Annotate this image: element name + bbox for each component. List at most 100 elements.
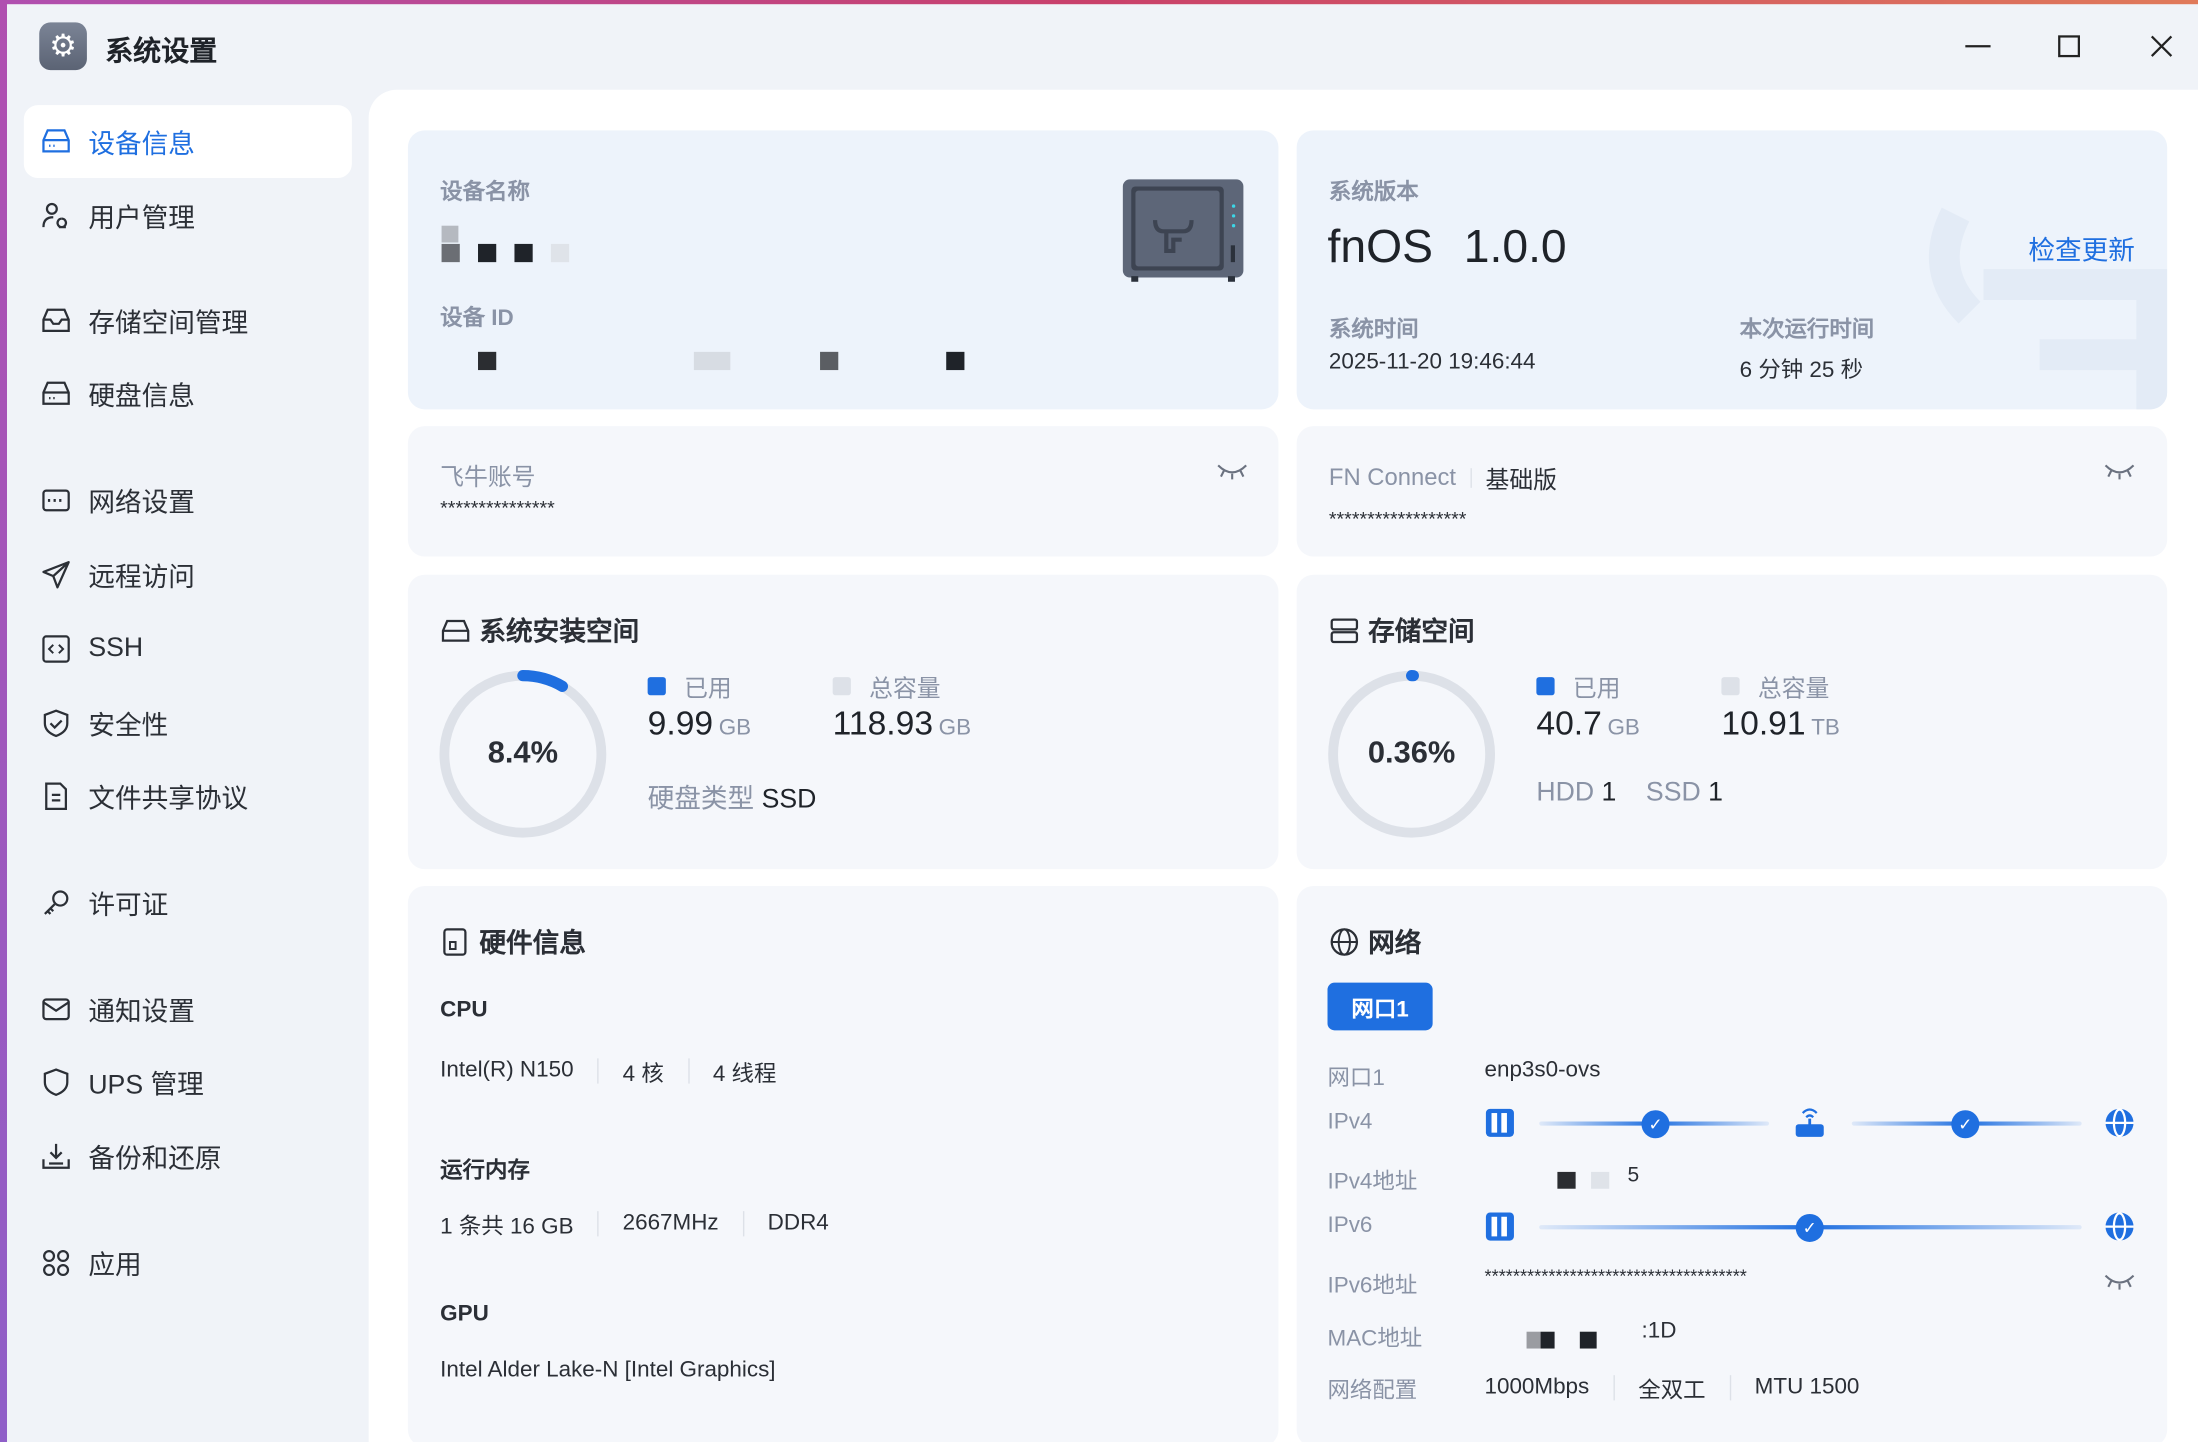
account-label: 飞牛账号 [440,463,536,491]
globe-icon [1330,927,1359,956]
sidebar-item-label: 文件共享协议 [88,784,249,814]
sidebar-item-4[interactable]: 硬盘信息 [24,357,352,430]
port-value: enp3s0-ovs [1484,1058,1601,1083]
hdd-count: 1 [1601,777,1617,808]
port-label: 网口1 [1327,1066,1385,1091]
sidebar-item-11[interactable]: 通知设置 [24,973,352,1046]
sidebar-item-7[interactable]: SSH [24,613,352,686]
router-icon [1795,1108,1824,1137]
mac-tail: :1D [1641,1319,1677,1343]
device-id-label: 设备 ID [440,306,514,331]
storage-donut [1327,670,1496,839]
disk-type-label: 硬盘类型 [647,785,755,815]
legend-label: 已用 [684,675,732,703]
sidebar-item-3[interactable]: 存储空间管理 [24,285,352,358]
system-version: fnOS 1.0.0 [1328,220,1567,273]
network-config: 1000Mbps 全双工 MTU 1500 [1485,1371,1859,1405]
account-card: 飞牛账号 *************** [407,426,1279,557]
check-icon: ✓ [1795,1213,1824,1242]
sidebar-item-6[interactable]: 远程访问 [24,538,352,611]
sidebar-item-10[interactable]: 许可证 [24,866,352,939]
check-icon: ✓ [1951,1110,1980,1139]
system-version-label: 系统版本 [1328,180,1419,205]
storage-icon [41,306,72,337]
sidebar-item-label: SSH [88,633,144,664]
redacted-block [514,243,533,263]
legend-label: 已用 [1572,675,1621,703]
duplex: 全双工 [1638,1379,1706,1404]
gpu-info: Intel Alder Lake-N [Intel Graphics] [440,1358,776,1383]
fn-connect-plan: 基础版 [1485,466,1557,494]
cpu-threads: 4 线程 [712,1062,777,1087]
network-card: 网络 网口1 网口1 enp3s0-ovs IPv4 IPv4地址 5 IPv6… [1296,885,2168,1442]
check-update-link[interactable]: 检查更新 [2028,236,2135,267]
ipv6-address-label: IPv6地址 [1327,1274,1418,1299]
shield-check-icon [41,708,72,739]
eye-closed-icon[interactable] [2104,1273,2135,1293]
fn-connect-label: FN Connect [1328,463,1457,490]
sidebar-item-label: 许可证 [88,890,169,921]
sidebar-item-label: 应用 [88,1251,142,1281]
redacted-block [478,243,497,263]
unit: GB [718,716,752,741]
device-name-label: 设备名称 [440,180,530,205]
disk-icon [41,378,72,409]
key-icon [41,887,72,918]
uptime: 6 分钟 25 秒 [1739,358,1864,383]
fn-connect-card: FN Connect 基础版 ****************** [1296,426,2168,557]
disk-type-value: SSD [761,785,817,815]
fnos-watermark-icon [1928,207,2168,410]
nas-icon [1485,1212,1514,1241]
sidebar-item-1[interactable]: 设备信息 [23,105,352,179]
send-icon [41,559,72,590]
device-card: 设备名称 设备 ID [407,130,1279,410]
legend-label: 总容量 [1757,675,1830,703]
fn-connect-value: ****************** [1328,507,1467,530]
eye-closed-icon[interactable] [2104,463,2135,483]
os-version: 1.0.0 [1463,220,1567,272]
hdd-label: HDD [1536,777,1595,808]
install-space-percent: 8.4% [487,734,559,770]
donut-fill [1327,670,1496,839]
redacted-block [820,351,839,371]
disk-counts: HDD 1 SSD 1 [1536,778,1723,809]
tab-port-1[interactable]: 网口1 [1327,982,1433,1031]
storage-total: 10.91 TB [1721,705,1839,744]
mail-icon [41,994,72,1025]
title-text: 硬件信息 [479,929,586,959]
close-button[interactable] [2141,25,2183,67]
redacted-block [1591,1171,1610,1189]
disk-type: 硬盘类型 SSD [648,778,817,816]
window-edge [0,0,2198,5]
sidebar-item-14[interactable]: 应用 [24,1227,352,1300]
value: 10.91 [1721,705,1806,743]
sidebar-item-2[interactable]: 用户管理 [24,179,352,252]
sidebar-item-label: 硬盘信息 [88,381,195,412]
window-title: 系统设置 [105,36,218,68]
install-total: 118.93 GB [833,705,971,744]
title-text: 网络 [1368,929,1422,959]
sidebar-item-label: 存储空间管理 [88,309,249,339]
install-space-title: 系统安装空间 [440,611,639,649]
ipv6-address: ************************************* [1484,1265,1747,1287]
value: 9.99 [647,705,714,743]
memory-info: 1 条共 16 GB 2667MHz DDR4 [440,1207,829,1241]
legend-label: 总容量 [869,675,941,703]
install-space-donut [438,670,607,839]
minimize-button[interactable] [1957,25,1999,67]
redacted-block [550,243,570,263]
value: 40.7 [1536,705,1602,743]
unit: GB [938,716,972,741]
maximize-button[interactable] [2048,25,2090,67]
sidebar-item-9[interactable]: 文件共享协议 [24,760,352,833]
sidebar-item-8[interactable]: 安全性 [24,687,352,760]
sidebar-item-5[interactable]: 网络设置 [24,464,352,537]
nas-device-icon [1122,179,1244,282]
eye-closed-icon[interactable] [1217,463,1248,483]
storage-percent: 0.36% [1367,734,1456,770]
sidebar-item-13[interactable]: 备份和还原 [24,1120,352,1193]
check-icon: ✓ [1641,1110,1670,1139]
sidebar-item-12[interactable]: UPS 管理 [24,1046,352,1119]
hardware-title: 硬件信息 [440,922,586,960]
